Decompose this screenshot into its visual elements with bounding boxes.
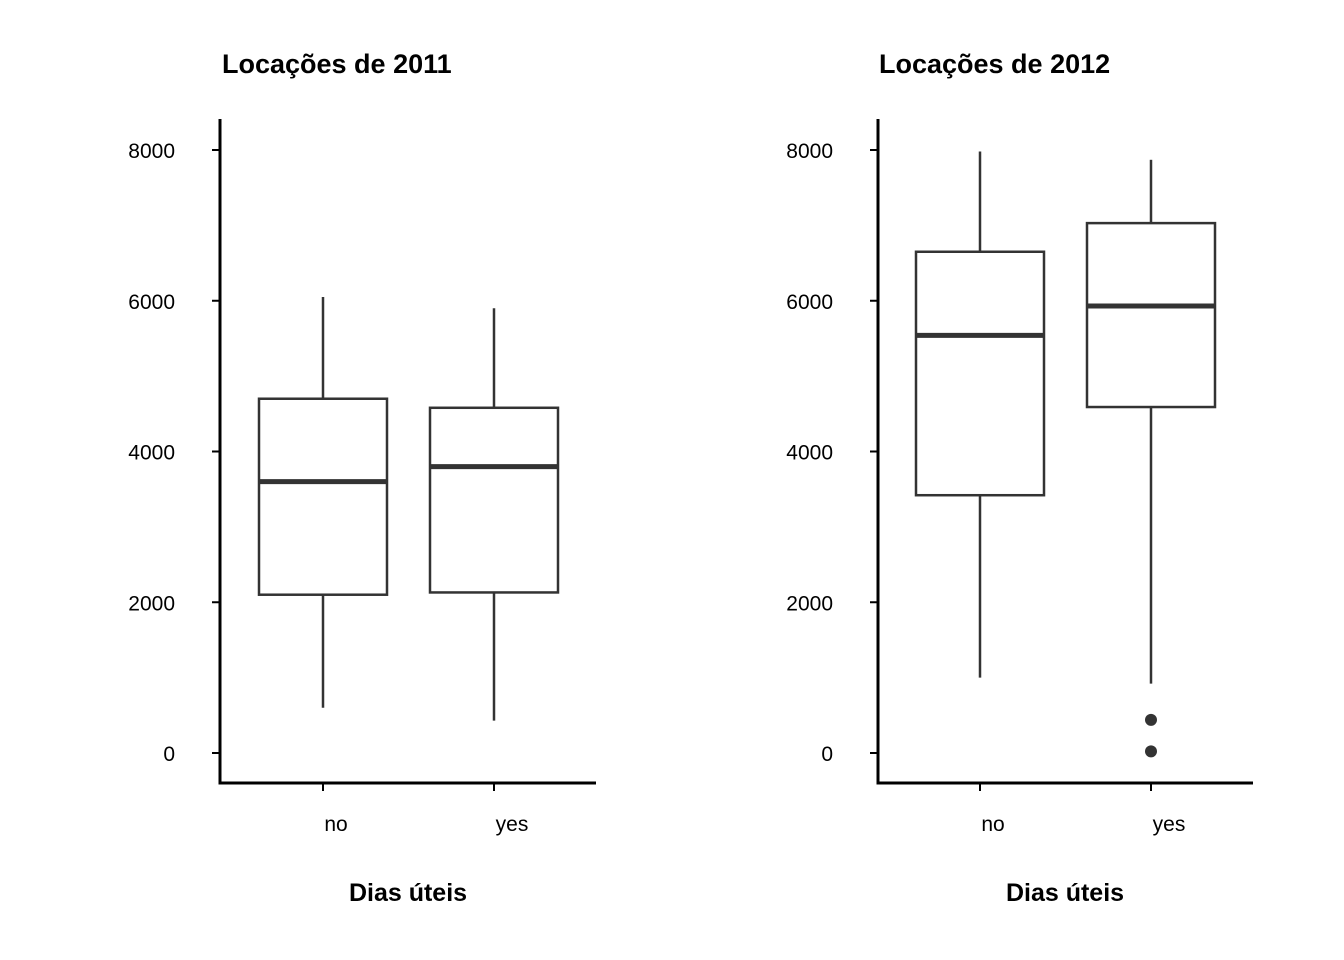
y-tick-label: 8000 [128, 140, 175, 163]
x-tick-label: yes [496, 813, 529, 836]
y-tick-label: 0 [163, 743, 175, 766]
panel-2012: Locações de 2012 Dias úteis 0 2000 4000 600… [786, 49, 1253, 907]
x-tick-label: no [324, 813, 347, 836]
outlier-point [1145, 713, 1157, 726]
y-tick-label: 4000 [786, 442, 833, 465]
iqr-box [428, 406, 560, 594]
box-no [914, 151, 1046, 678]
x-tick-label: yes [1153, 813, 1186, 836]
x-axis-title: Dias úteis [349, 879, 467, 907]
box-no [257, 296, 389, 708]
iqr-box [1085, 221, 1217, 409]
y-tick-label: 2000 [786, 592, 833, 615]
iqr-box [914, 250, 1046, 497]
y-tick-label: 2000 [128, 592, 175, 615]
iqr-box [257, 397, 389, 596]
outlier-point [1145, 745, 1157, 758]
box-yes [428, 308, 560, 721]
panel-title: Locações de 2012 [879, 49, 1110, 79]
box-yes [1085, 159, 1217, 758]
panel-title: Locações de 2011 [222, 49, 452, 79]
y-tick-label: 6000 [128, 291, 175, 314]
x-axis-title: Dias úteis [1006, 879, 1124, 907]
y-tick-label: 4000 [128, 442, 175, 465]
y-tick-label: 0 [821, 743, 833, 766]
y-tick-label: 8000 [786, 140, 833, 163]
x-tick-label: no [981, 813, 1004, 836]
y-tick-label: 6000 [786, 291, 833, 314]
panel-2011: Locações de 2011 Dias úteis 0 2000 4000 600… [128, 49, 596, 907]
